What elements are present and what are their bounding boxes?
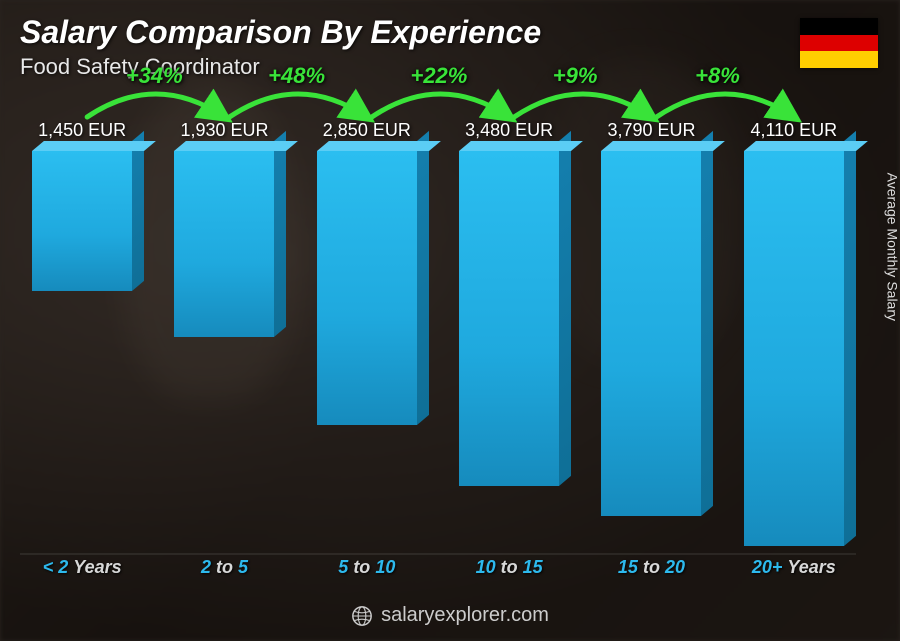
flag-stripe-red [800,35,878,52]
bar-top-face [744,141,868,151]
bar-slot: 1,450 EUR [20,120,144,553]
bar [174,151,274,337]
growth-percent-label: +48% [268,63,325,89]
bar-front-face [317,151,417,425]
baseline [20,553,856,555]
y-axis-label: Average Monthly Salary [884,172,900,320]
category-labels-row: < 2 Years 2 to 5 5 to 10 10 to 15 15 to 20 20… [20,557,856,581]
growth-arrow [656,94,793,117]
bar-side-face [844,131,856,547]
bar-top-face [317,141,441,151]
bar [317,151,417,425]
bar [744,151,844,546]
bar-side-face [417,131,429,425]
growth-percent-label: +34% [126,63,183,89]
flag-stripe-black [800,18,878,35]
growth-arrow [229,94,366,117]
growth-percent-label: +8% [695,63,740,89]
bar [601,151,701,516]
bar-top-face [459,141,583,151]
infographic-container: Salary Comparison By Experience Food Saf… [0,0,900,641]
category-label: 15 to 20 [589,557,713,581]
growth-arrow [372,94,509,117]
bar-side-face [559,131,571,486]
bar-slot: 4,110 EUR [732,120,856,553]
globe-icon [351,605,373,627]
bar-value-label: 2,850 EUR [323,120,411,141]
bar-value-label: 1,930 EUR [180,120,268,141]
bar-slot: 3,790 EUR [589,120,713,553]
bar-front-face [32,151,132,291]
category-label: < 2 Years [20,557,144,581]
bar-slot: 1,930 EUR [162,120,286,553]
chart-title: Salary Comparison By Experience [20,14,541,51]
growth-arrow [87,94,224,117]
category-label: 10 to 15 [447,557,571,581]
bar-value-label: 1,450 EUR [38,120,126,141]
growth-percent-label: +9% [553,63,598,89]
germany-flag-icon [800,18,878,68]
category-label: 20+ Years [732,557,856,581]
growth-arrow [514,94,651,117]
flag-stripe-gold [800,51,878,68]
bar-value-label: 3,480 EUR [465,120,553,141]
footer-site: salaryexplorer.com [381,604,549,627]
growth-percent-label: +22% [410,63,467,89]
category-label: 2 to 5 [162,557,286,581]
bar-chart: 1,450 EUR 1,930 EUR 2,850 EUR 3,480 EUR 3,79… [20,120,856,581]
bar-front-face [174,151,274,337]
bar-top-face [174,141,298,151]
bar [459,151,559,486]
bar-side-face [132,131,144,291]
bar-front-face [459,151,559,486]
bar-top-face [32,141,156,151]
bar-front-face [601,151,701,516]
bar-front-face [744,151,844,546]
bar-value-label: 3,790 EUR [607,120,695,141]
bar-value-label: 4,110 EUR [750,120,837,141]
bar-top-face [601,141,725,151]
bar-side-face [701,131,713,516]
bar [32,151,132,291]
bar-slot: 3,480 EUR [447,120,571,553]
footer: salaryexplorer.com [0,604,900,627]
bars-area: 1,450 EUR 1,930 EUR 2,850 EUR 3,480 EUR 3,79… [20,120,856,553]
bar-slot: 2,850 EUR [305,120,429,553]
bar-side-face [274,131,286,337]
category-label: 5 to 10 [305,557,429,581]
